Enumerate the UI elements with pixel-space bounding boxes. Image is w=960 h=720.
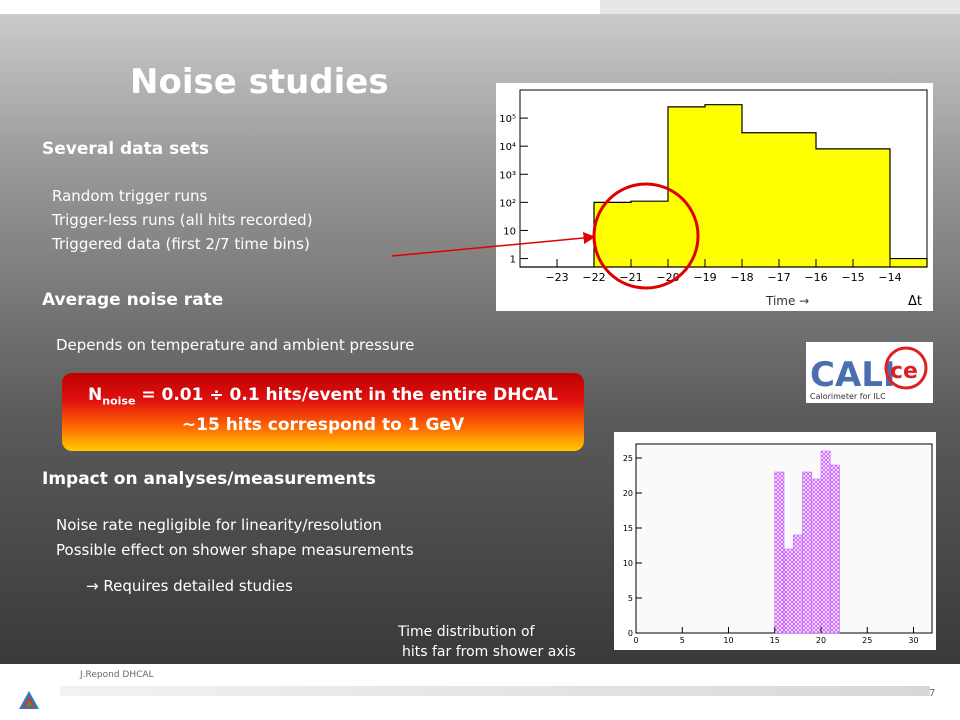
highlight-line-2: ~15 hits correspond to 1 GeV — [181, 415, 465, 435]
noise-subscript: noise — [102, 394, 136, 408]
x-tick-label: 0 — [633, 636, 638, 645]
y-tick-label: 10⁴ — [499, 142, 516, 153]
time-annotation: Time → — [765, 294, 809, 308]
x-tick-label: 15 — [770, 636, 780, 645]
footer-rule — [60, 686, 930, 696]
x-tick-label: −20 — [656, 271, 679, 284]
highlight-box: Nnoise = 0.01 ÷ 0.1 hits/event in the en… — [62, 373, 584, 451]
footer: J.Repond DHCAL 7 — [0, 664, 960, 720]
institution-logo-icon — [19, 691, 39, 709]
highlight-line-1: Nnoise = 0.01 ÷ 0.1 hits/event in the en… — [62, 385, 584, 407]
x-tick-label: 25 — [862, 636, 872, 645]
x-tick-label: −19 — [693, 271, 716, 284]
chart-caption: Time distribution of hits far from showe… — [398, 622, 576, 662]
y-tick-label: 25 — [623, 454, 633, 463]
x-tick-label: 10 — [723, 636, 733, 645]
list-item: Triggered data (first 2/7 time bins) — [52, 235, 310, 253]
x-tick-label: −14 — [878, 271, 901, 284]
y-tick-label: 0 — [628, 629, 633, 638]
delta-t-histogram-svg: 1 10 10² 10³ 10⁴ 10⁵ −23 −22 −21 −20 −19 −18 −17 −16… — [499, 89, 928, 309]
x-tick-label: 20 — [816, 636, 826, 645]
footer-author: J.Repond DHCAL — [80, 670, 154, 680]
logo-letters-cal: CALI — [810, 355, 896, 395]
calice-logo-svg: CALI ce Calorimeter for ILC — [810, 346, 928, 401]
y-tick-label: 10³ — [499, 170, 516, 181]
y-tick-label: 20 — [623, 489, 633, 498]
calice-logo: CALI ce Calorimeter for ILC — [806, 342, 933, 403]
heading-impact: Impact on analyses/measurements — [42, 469, 376, 489]
time-distribution-histogram: 0 5 10 15 20 25 0 5 10 15 20 25 30 — [614, 432, 936, 650]
y-tick-label: 5 — [628, 594, 633, 603]
x-tick-label: −21 — [619, 271, 642, 284]
histogram-bar — [792, 534, 803, 634]
y-tick-label: 15 — [623, 524, 633, 533]
x-tick-label: −15 — [841, 271, 864, 284]
histogram-bar — [811, 478, 822, 634]
histogram-bar — [783, 548, 794, 634]
list-item: Random trigger runs — [52, 187, 208, 205]
heading-noise-rate: Average noise rate — [42, 290, 224, 310]
highlight-line-1-rest: = 0.01 ÷ 0.1 hits/event in the entire DH… — [135, 385, 558, 405]
noise-rate-text: Depends on temperature and ambient press… — [56, 336, 415, 354]
x-tick-label: −17 — [767, 271, 790, 284]
time-distribution-svg: 0 5 10 15 20 25 0 5 10 15 20 25 30 — [623, 443, 933, 645]
x-tick-label: −18 — [730, 271, 753, 284]
y-tick-label: 10 — [503, 226, 516, 237]
x-axis-label: Δt — [908, 294, 922, 309]
y-tick-label: 1 — [510, 255, 516, 266]
page-number: 7 — [929, 688, 936, 699]
y-tick-label: 10⁵ — [499, 114, 516, 125]
caption-line: hits far from shower axis — [402, 644, 576, 660]
histogram-bar — [774, 471, 785, 634]
x-tick-label: −16 — [804, 271, 827, 284]
caption-line: Time distribution of — [398, 624, 535, 640]
histogram-bar — [820, 450, 831, 634]
histogram-bar — [829, 464, 840, 634]
impact-item: Noise rate negligible for linearity/reso… — [56, 516, 382, 534]
n-symbol: N — [88, 385, 103, 405]
logo-letters-ce: ce — [890, 359, 918, 384]
logo-ring-icon — [884, 346, 928, 390]
x-tick-label: 30 — [908, 636, 918, 645]
heading-data-sets: Several data sets — [42, 139, 210, 159]
delta-t-histogram: 1 10 10² 10³ 10⁴ 10⁵ −23 −22 −21 −20 −19 −18 −17 −16… — [496, 83, 933, 311]
list-item: Trigger-less runs (all hits recorded) — [52, 211, 313, 229]
x-tick-label: 5 — [680, 636, 685, 645]
y-tick-label: 10 — [623, 559, 633, 568]
y-tick-label: 10² — [499, 198, 516, 209]
x-tick-label: −23 — [545, 271, 568, 284]
logo-tagline: Calorimeter for ILC — [810, 392, 886, 401]
data-sets-list: Random trigger runs Trigger-less runs (a… — [52, 184, 313, 256]
x-tick-label: −22 — [582, 271, 605, 284]
histogram-bar — [802, 471, 813, 634]
requires-studies-text: → Requires detailed studies — [86, 577, 293, 595]
top-band-accent — [600, 0, 960, 14]
impact-item: Possible effect on shower shape measurem… — [56, 541, 414, 559]
slide-title: Noise studies — [130, 62, 389, 102]
